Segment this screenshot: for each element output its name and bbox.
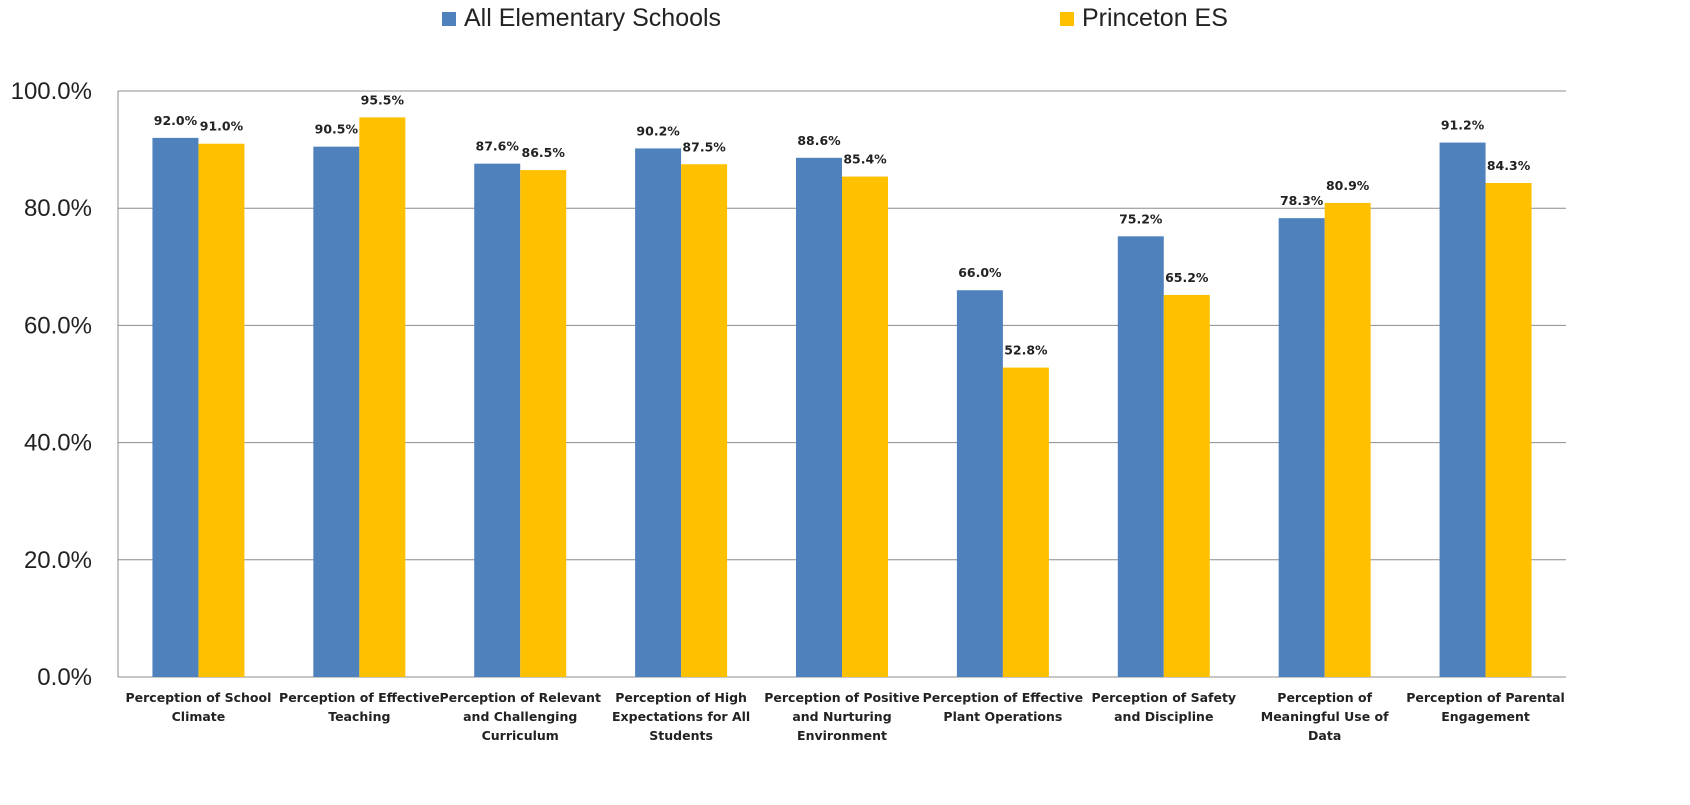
bar-all-elementary	[313, 146, 360, 678]
legend: All Elementary Schools Princeton ES	[0, 4, 1690, 44]
bar-princeton	[1002, 367, 1049, 677]
y-tick-label: 80.0%	[24, 195, 92, 222]
bar-princeton	[198, 143, 245, 678]
x-tick-label: Perception of Safety	[1091, 690, 1236, 705]
y-tick-label: 20.0%	[24, 547, 92, 574]
x-tick-label: Perception of Parental	[1406, 690, 1565, 705]
x-tick-label: Curriculum	[482, 728, 559, 743]
data-label: 85.4%	[843, 152, 887, 167]
x-tick-label: Meaningful Use of	[1261, 709, 1389, 724]
bar-all-elementary	[1439, 142, 1486, 677]
x-tick-label: Plant Operations	[943, 709, 1062, 724]
bar-all-elementary	[635, 148, 682, 678]
data-label: 65.2%	[1165, 270, 1209, 285]
x-tick-label: Perception of Effective	[923, 690, 1084, 705]
x-tick-label: Perception of Relevant	[439, 690, 600, 705]
legend-label-all-elementary: All Elementary Schools	[464, 4, 722, 32]
bar-princeton	[520, 170, 567, 678]
bar-all-elementary	[1278, 218, 1325, 678]
x-tick-label: and Discipline	[1114, 709, 1213, 724]
bar-princeton	[1485, 183, 1532, 677]
data-label: 86.5%	[522, 145, 566, 160]
bar-princeton	[1163, 294, 1210, 677]
data-label: 88.6%	[797, 133, 841, 148]
x-tick-label: Perception of School	[125, 690, 271, 705]
x-tick-label: and Challenging	[463, 709, 577, 724]
data-label: 66.0%	[958, 265, 1002, 280]
x-tick-label: Engagement	[1441, 709, 1530, 724]
bar-all-elementary	[1117, 236, 1164, 677]
x-tick-label: Environment	[797, 728, 887, 743]
x-tick-label: Climate	[172, 709, 226, 724]
x-tick-label: Perception of	[1277, 690, 1372, 705]
x-tick-label: Teaching	[328, 709, 390, 724]
x-tick-label: Expectations for All	[612, 709, 750, 724]
data-label: 80.9%	[1326, 178, 1370, 193]
legend-swatch-all-elementary	[442, 11, 456, 26]
bar-princeton	[359, 117, 406, 678]
data-label: 90.2%	[636, 123, 680, 138]
x-tick-label: Perception of High	[615, 690, 747, 705]
x-tick-label: Perception of Positive	[764, 690, 919, 705]
data-label: 95.5%	[361, 92, 405, 107]
data-label: 91.2%	[1441, 118, 1485, 133]
x-tick-label: Data	[1308, 728, 1341, 743]
x-tick-label: and Nurturing	[792, 709, 891, 724]
data-label: 78.3%	[1280, 193, 1324, 208]
y-tick-label: 0.0%	[37, 664, 92, 691]
data-label: 87.5%	[682, 139, 726, 154]
legend-swatch-princeton	[1060, 11, 1074, 26]
data-label: 87.6%	[476, 139, 520, 154]
data-label: 52.8%	[1004, 343, 1048, 358]
data-label: 91.0%	[200, 119, 244, 134]
data-label: 90.5%	[315, 122, 359, 137]
x-tick-label: Students	[649, 728, 713, 743]
bar-all-elementary	[152, 137, 199, 677]
data-label: 92.0%	[154, 113, 198, 128]
y-tick-label: 100.0%	[11, 78, 92, 105]
x-tick-label: Perception of Effective	[279, 690, 440, 705]
legend-label-princeton: Princeton ES	[1082, 4, 1228, 32]
bar-all-elementary	[796, 157, 842, 677]
bar-all-elementary	[956, 290, 1003, 677]
bar-princeton	[1324, 202, 1371, 677]
data-label: 75.2%	[1119, 211, 1163, 226]
bar-princeton	[842, 176, 888, 677]
y-tick-label: 40.0%	[24, 430, 92, 457]
data-label: 84.3%	[1487, 158, 1531, 173]
legend-item-all-elementary: All Elementary Schools	[442, 4, 721, 33]
legend-item-princeton: Princeton ES	[1060, 4, 1228, 33]
bar-all-elementary	[474, 163, 521, 677]
y-tick-label: 60.0%	[24, 312, 92, 339]
bar-princeton	[681, 164, 728, 677]
